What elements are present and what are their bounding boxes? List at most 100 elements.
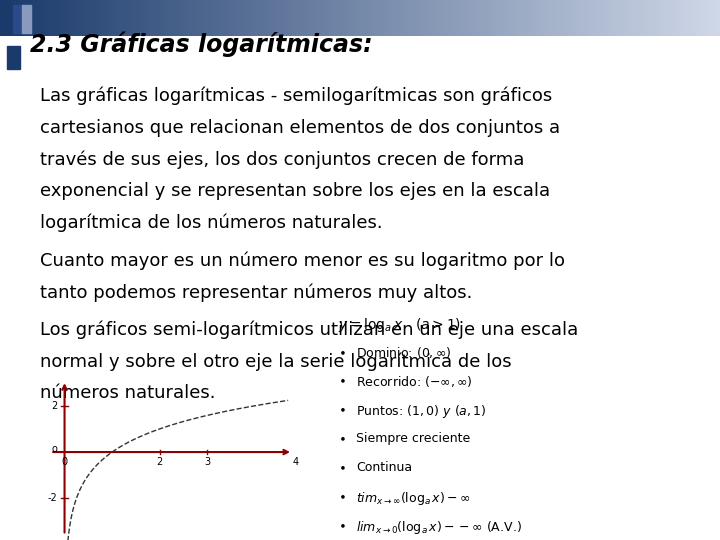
Bar bbox=[50, 0, 54, 40]
Bar bbox=[7, 46, 20, 69]
Text: 4: 4 bbox=[292, 457, 298, 467]
Bar bbox=[677, 0, 680, 40]
Bar bbox=[436, 0, 439, 40]
Bar bbox=[173, 0, 176, 40]
Bar bbox=[468, 0, 472, 40]
Text: través de sus ejes, los dos conjuntos crecen de forma: través de sus ejes, los dos conjuntos cr… bbox=[40, 151, 524, 169]
Bar bbox=[598, 0, 601, 40]
Bar bbox=[155, 0, 158, 40]
Bar bbox=[511, 0, 515, 40]
Bar bbox=[680, 0, 684, 40]
Bar bbox=[11, 0, 14, 40]
Bar bbox=[288, 0, 292, 40]
Bar bbox=[684, 0, 688, 40]
Text: $\bullet$: $\bullet$ bbox=[338, 518, 346, 531]
Bar bbox=[504, 0, 508, 40]
Bar bbox=[180, 0, 184, 40]
Bar bbox=[238, 0, 241, 40]
Bar bbox=[605, 0, 608, 40]
Bar bbox=[137, 0, 140, 40]
Bar bbox=[108, 0, 112, 40]
Bar bbox=[374, 0, 378, 40]
Bar bbox=[547, 0, 551, 40]
Bar bbox=[94, 0, 97, 40]
Bar bbox=[421, 0, 425, 40]
Bar bbox=[432, 0, 436, 40]
Text: exponencial y se representan sobre los ejes en la escala: exponencial y se representan sobre los e… bbox=[40, 182, 550, 200]
Bar bbox=[590, 0, 594, 40]
Bar bbox=[22, 0, 25, 40]
Bar bbox=[58, 0, 61, 40]
Bar bbox=[497, 0, 500, 40]
Bar bbox=[551, 0, 554, 40]
Bar bbox=[122, 0, 126, 40]
Bar bbox=[346, 0, 349, 40]
Bar bbox=[630, 0, 634, 40]
Bar bbox=[673, 0, 677, 40]
Bar bbox=[140, 0, 144, 40]
Bar bbox=[616, 0, 619, 40]
Bar bbox=[446, 0, 450, 40]
Bar bbox=[626, 0, 630, 40]
Text: 2.3 Gráficas logarítmicas:: 2.3 Gráficas logarítmicas: bbox=[30, 31, 373, 57]
Bar bbox=[698, 0, 702, 40]
Bar bbox=[407, 0, 410, 40]
Bar bbox=[234, 0, 238, 40]
Bar bbox=[245, 0, 248, 40]
Bar bbox=[580, 0, 583, 40]
Text: Los gráficos semi-logarítmicos utilizan en un eje una escala: Los gráficos semi-logarítmicos utilizan … bbox=[40, 320, 578, 339]
Bar bbox=[223, 0, 227, 40]
Bar bbox=[198, 0, 202, 40]
Bar bbox=[371, 0, 374, 40]
Bar bbox=[331, 0, 335, 40]
Bar bbox=[518, 0, 522, 40]
Bar bbox=[713, 0, 716, 40]
Bar bbox=[76, 0, 79, 40]
Text: -2: -2 bbox=[48, 494, 58, 503]
Bar bbox=[151, 0, 155, 40]
Bar bbox=[716, 0, 720, 40]
Bar bbox=[86, 0, 90, 40]
Bar bbox=[126, 0, 130, 40]
Bar bbox=[166, 0, 169, 40]
Bar bbox=[187, 0, 191, 40]
Bar bbox=[475, 0, 479, 40]
Bar bbox=[169, 0, 173, 40]
Bar bbox=[554, 0, 558, 40]
Text: Las gráficas logarítmicas - semilogarítmicas son gráficos: Las gráficas logarítmicas - semilogarítm… bbox=[40, 87, 552, 105]
Text: tanto podemos representar números muy altos.: tanto podemos representar números muy al… bbox=[40, 283, 472, 302]
Bar bbox=[342, 0, 346, 40]
Bar bbox=[652, 0, 655, 40]
Bar bbox=[450, 0, 454, 40]
Bar bbox=[594, 0, 598, 40]
Text: $\bullet$: $\bullet$ bbox=[338, 431, 346, 444]
Bar bbox=[558, 0, 562, 40]
Bar bbox=[706, 0, 709, 40]
Bar bbox=[97, 0, 101, 40]
Bar bbox=[65, 0, 68, 40]
Bar bbox=[637, 0, 641, 40]
Bar bbox=[522, 0, 526, 40]
Bar bbox=[396, 0, 400, 40]
Bar bbox=[274, 0, 277, 40]
Bar bbox=[18, 0, 22, 40]
Bar bbox=[22, 5, 31, 33]
Bar bbox=[320, 0, 324, 40]
Bar bbox=[7, 0, 11, 40]
Bar bbox=[61, 0, 65, 40]
Bar bbox=[659, 0, 662, 40]
Bar bbox=[148, 0, 151, 40]
Bar bbox=[544, 0, 547, 40]
Bar bbox=[306, 0, 310, 40]
Bar bbox=[202, 0, 205, 40]
Bar bbox=[493, 0, 497, 40]
Bar bbox=[389, 0, 392, 40]
Bar bbox=[353, 0, 356, 40]
Bar bbox=[227, 0, 230, 40]
Bar bbox=[702, 0, 706, 40]
Text: normal y sobre el otro eje la serie logarítmica de los: normal y sobre el otro eje la serie loga… bbox=[40, 352, 511, 371]
Bar bbox=[101, 0, 104, 40]
Bar bbox=[662, 0, 666, 40]
Bar bbox=[292, 0, 295, 40]
Bar bbox=[72, 0, 76, 40]
